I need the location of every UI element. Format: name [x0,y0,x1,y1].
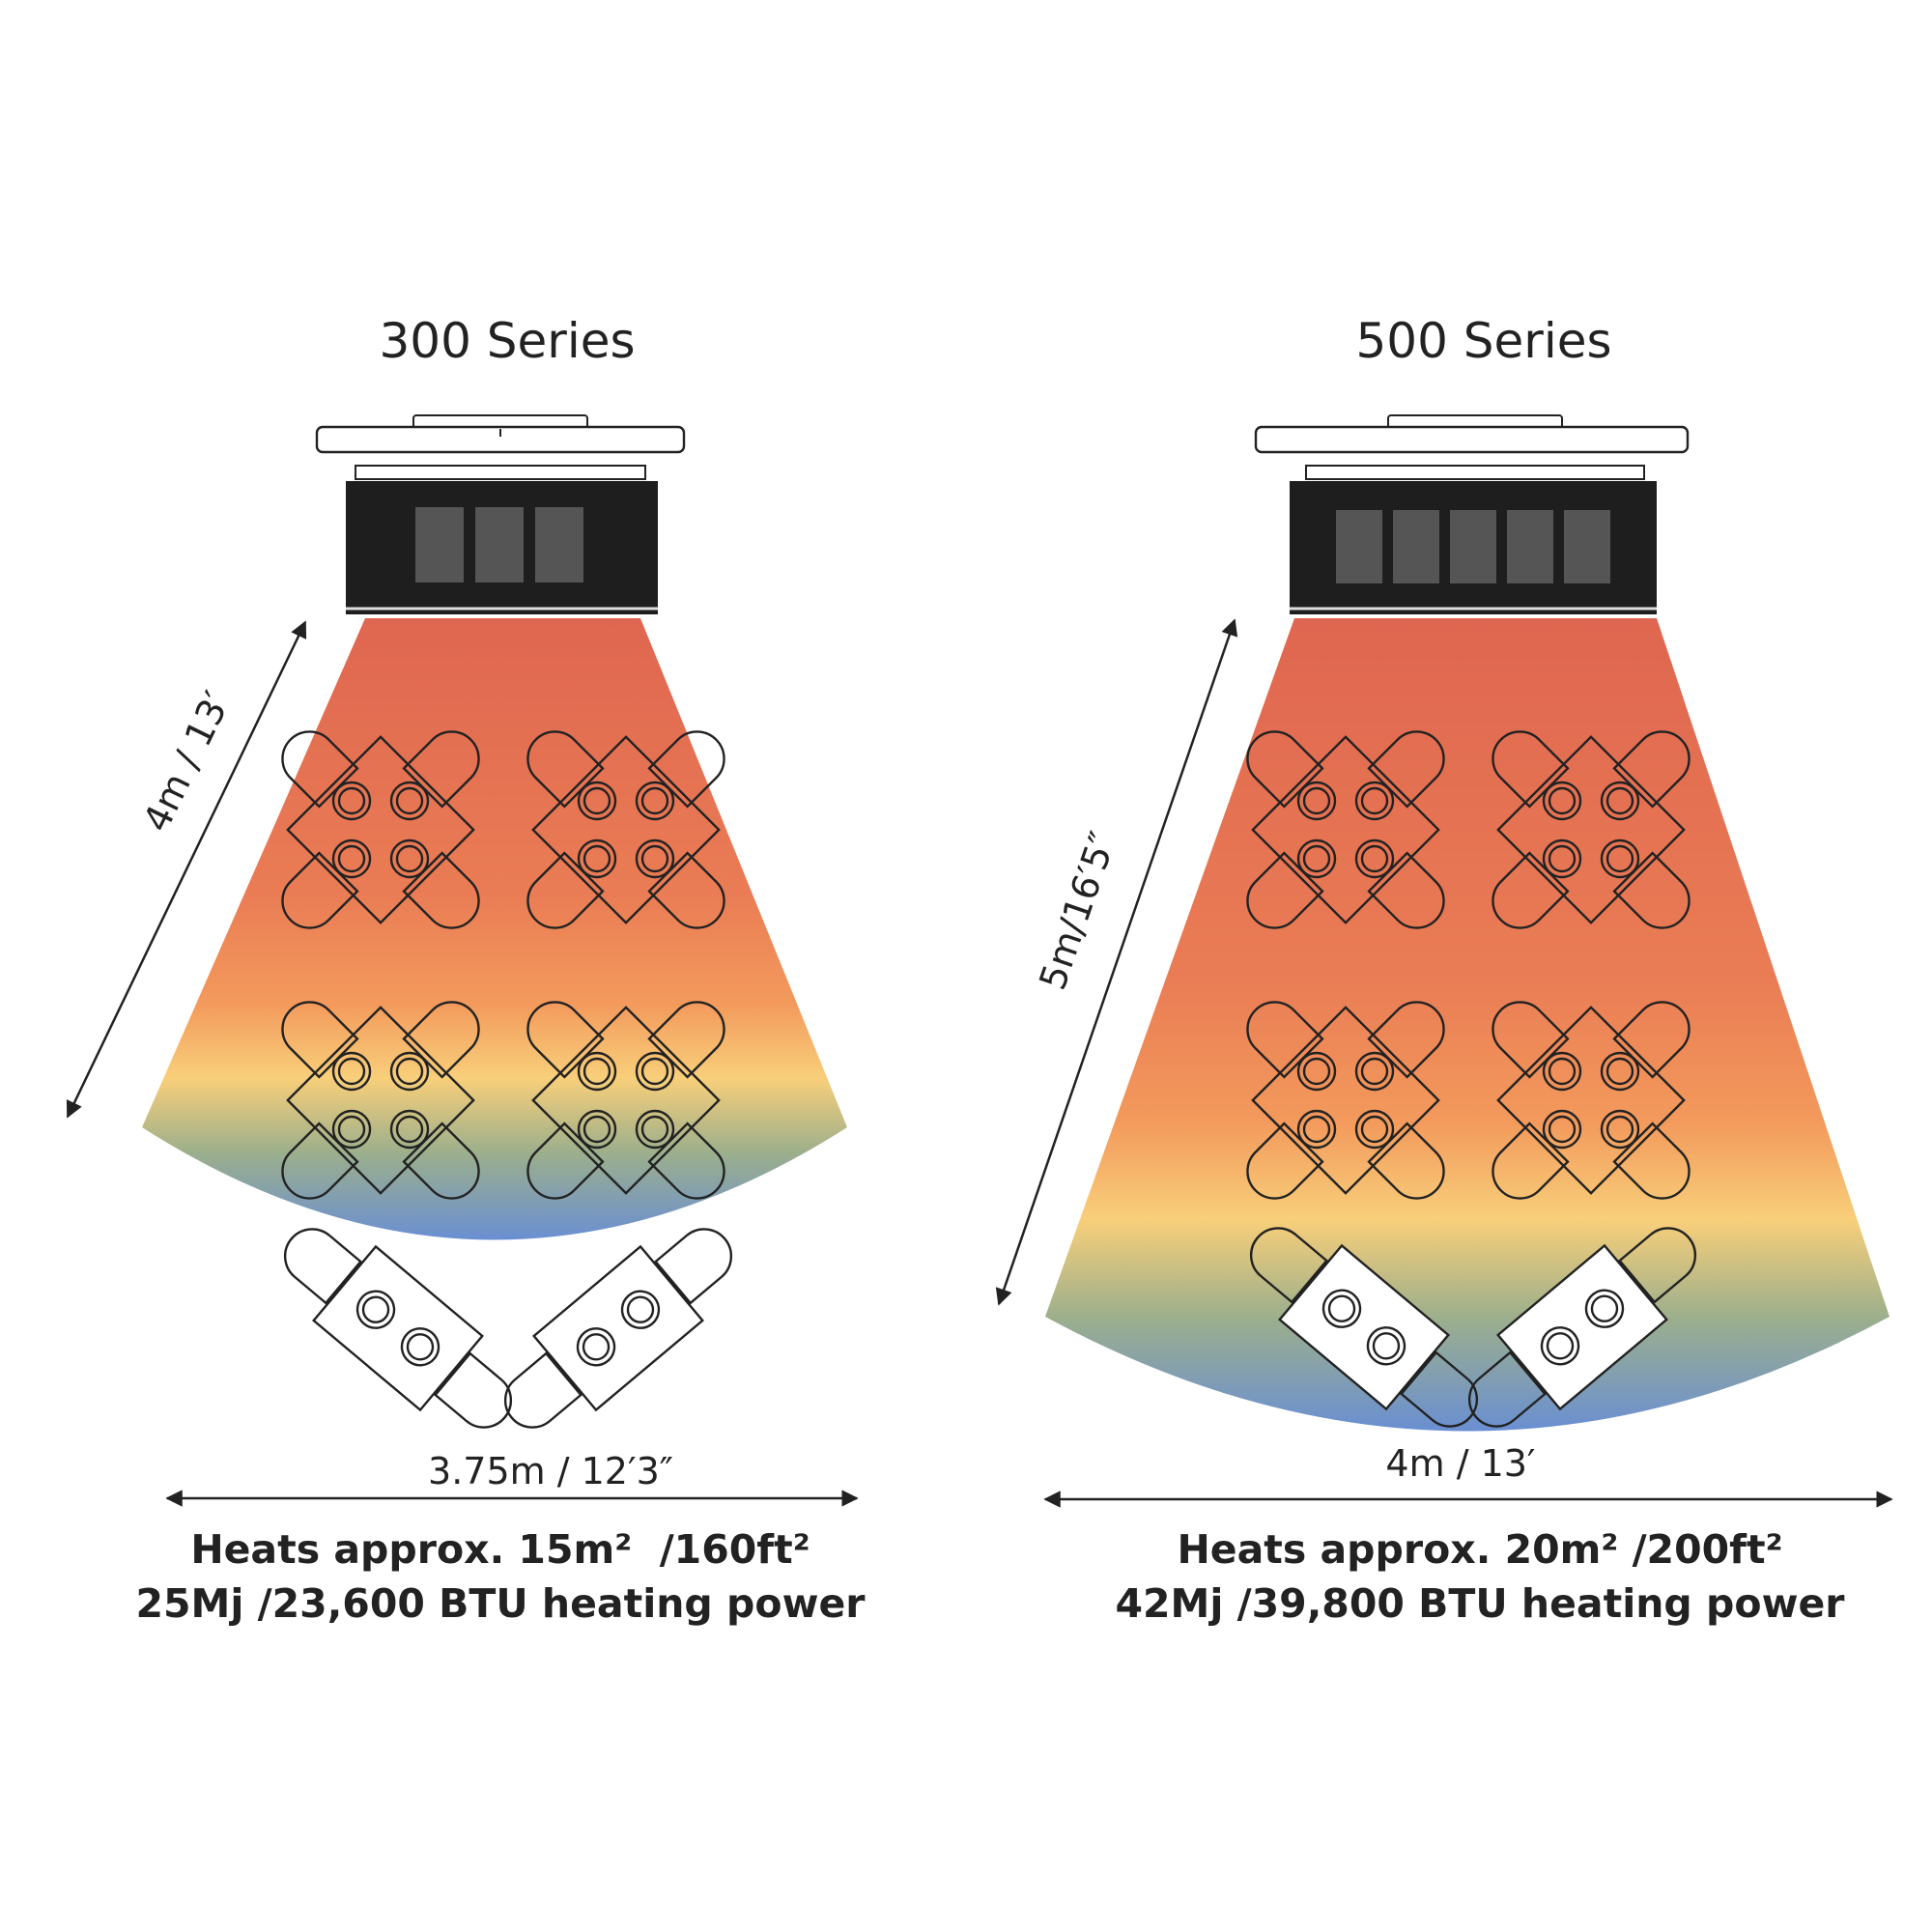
heater-grille [1305,465,1645,480]
heat-cone [142,618,847,1240]
width-label: 4m / 13′ [1385,1442,1535,1485]
heat-cone [1045,618,1889,1432]
depth-arrow [995,618,1238,1306]
heater-mount [1254,414,1690,454]
heater [1290,481,1657,614]
area-line: Heats approx. 15m² /160ft² [190,1526,810,1573]
panel-300: 300 Series 4m / 13′ 3.75m / 12′3″ Heats … [66,313,867,1627]
power-line: 25Mj /23,600 BTU heating power [136,1580,867,1627]
area-line: Heats approx. 20m² /200ft² [1177,1526,1782,1573]
width-label: 3.75m / 12′3″ [428,1450,673,1492]
heater-grille [355,465,646,480]
depth-arrow [66,620,307,1119]
panel-500: 500 Series 5m/16′5″ 4m / 13′ Heats appro… [995,313,1893,1627]
panel-title: 300 Series [379,313,635,369]
heater-mount [315,413,686,454]
panel-title: 500 Series [1355,313,1611,369]
depth-label: 4m / 13′ [135,685,240,838]
heater [346,481,658,614]
depth-label: 5m/16′5″ [1031,827,1124,995]
power-line: 42Mj /39,800 BTU heating power [1116,1580,1846,1627]
